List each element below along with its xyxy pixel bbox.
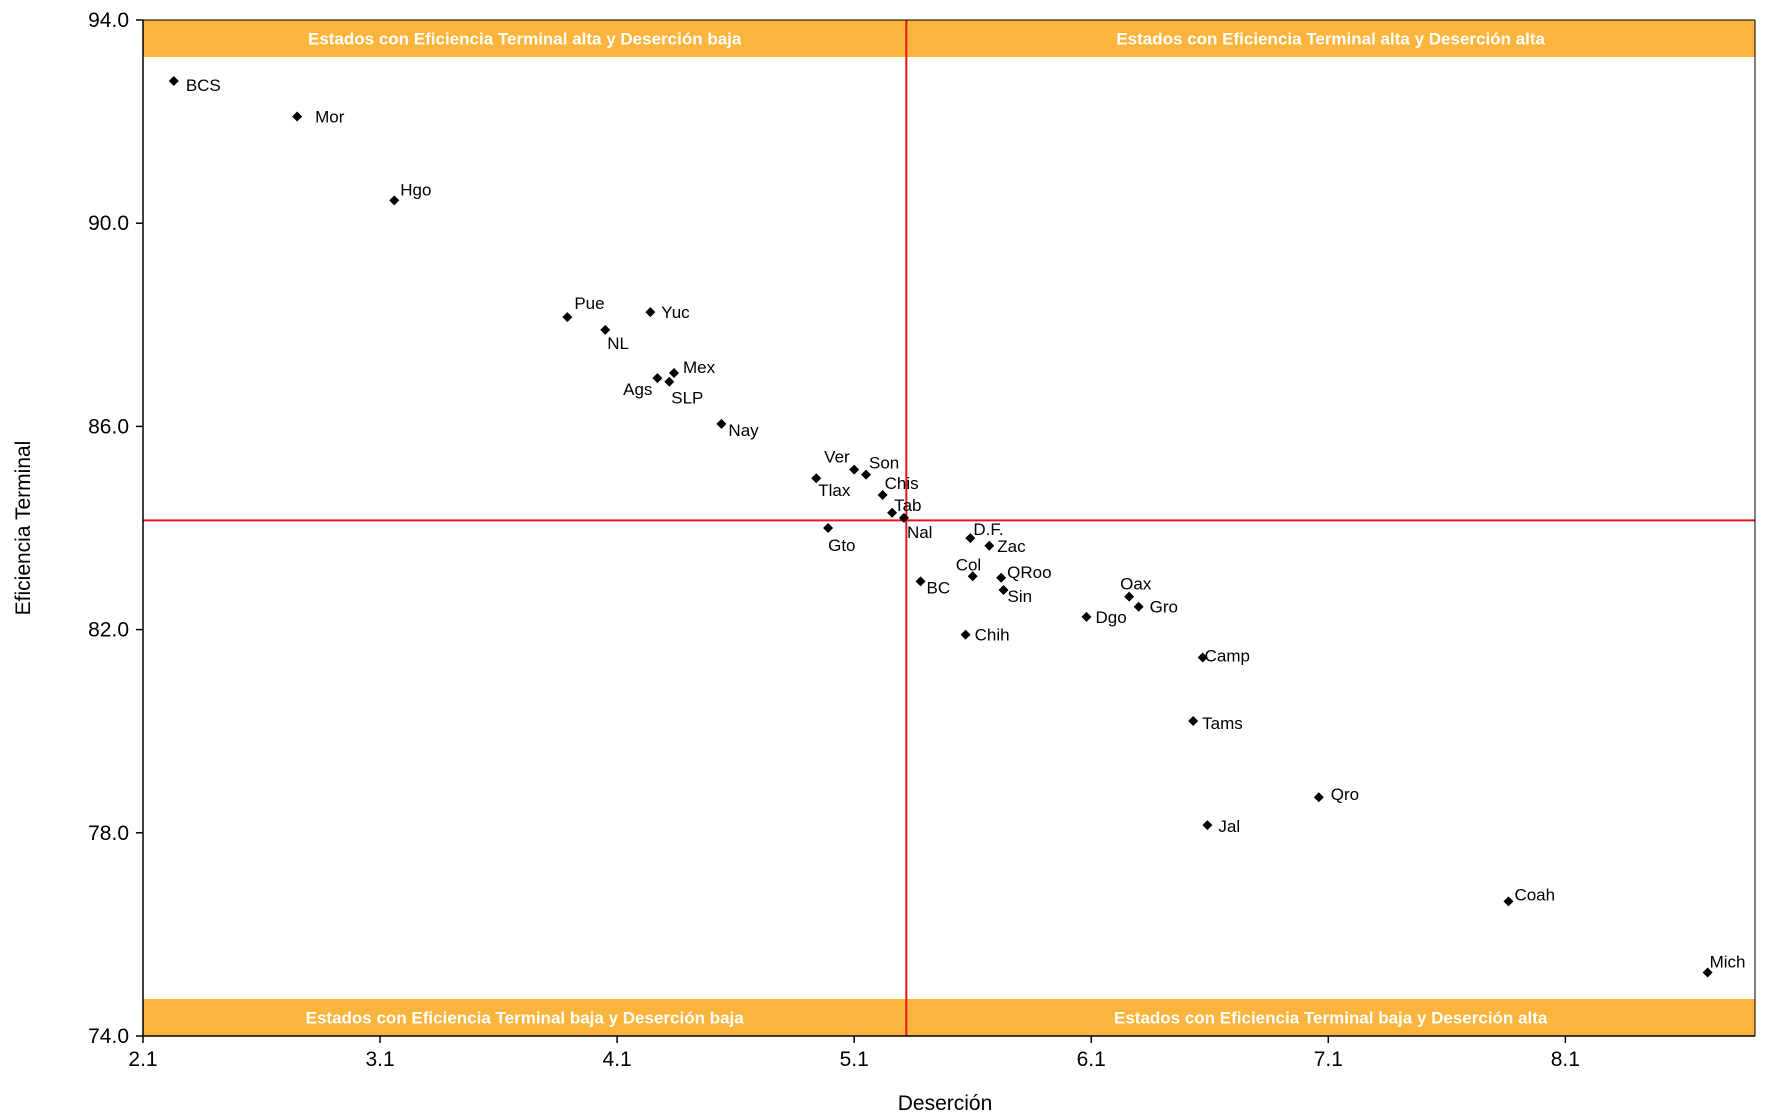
x-axis-title: Deserción [898,1092,993,1115]
quadrant-banner-top-left [143,20,907,57]
data-label-yuc: Yuc [661,303,690,322]
data-point-pue [562,312,573,323]
data-label-chis: Chis [885,474,919,493]
data-label-ags: Ags [623,380,652,399]
y-tick-label: 86.0 [88,415,129,438]
data-label-zac: Zac [997,537,1026,556]
quadrant-label-bottom-left: Estados con Eficiencia Terminal baja y D… [306,1009,745,1028]
data-label-nal: Nal [907,523,933,542]
x-tick-label: 2.1 [128,1048,157,1071]
data-point-col [967,571,978,582]
data-point-mor [292,111,303,122]
data-label-jal: Jal [1218,817,1240,836]
y-tick-label: 78.0 [88,822,129,845]
y-axis-title: Eficiencia Terminal [12,441,35,616]
data-label-df: D.F. [973,520,1003,539]
data-point-tams [1188,716,1199,727]
data-point-nl [600,324,611,335]
data-point-yuc [645,307,656,318]
data-label-camp: Camp [1205,647,1250,666]
data-point-camp [1197,652,1208,663]
data-label-tams: Tams [1202,714,1243,733]
data-point-nal [898,512,909,523]
data-label-mor: Mor [315,108,345,127]
data-label-qroo: QRoo [1007,563,1051,582]
quadrant-label-top-right: Estados con Eficiencia Terminal alta y D… [1116,30,1545,49]
data-label-tlax: Tlax [818,481,851,500]
quadrant-banner-bottom-left [143,999,907,1036]
data-point-chih [960,629,971,640]
y-tick-label: 74.0 [88,1025,129,1048]
axes: 2.1 3.1 4.1 5.1 6.1 7.1 8.1 94.0 90.0 86.0 82.0 78.… [88,9,1756,1071]
data-point-ags [652,373,663,384]
data-label-gto: Gto [828,536,855,555]
data-point-coah [1503,896,1514,907]
data-point-mich [1702,967,1713,978]
quadrant-label-top-left: Estados con Eficiencia Terminal alta y D… [308,30,742,49]
data-label-gro: Gro [1150,598,1178,617]
y-tick-label: 94.0 [88,9,129,32]
data-point-hgo [389,195,400,206]
data-point-jal [1202,820,1213,831]
quadrant-banner-top-right [906,20,1755,57]
data-point-mex [669,368,680,379]
data-point-son [861,469,872,480]
reference-lines [143,20,1755,1036]
data-label-dgo: Dgo [1095,608,1126,627]
data-label-bc: BC [927,578,951,597]
y-tick-label: 82.0 [88,619,129,642]
quadrant-banner-bottom-right [906,999,1755,1036]
data-label-hgo: Hgo [400,180,431,199]
data-label-slp: SLP [671,389,703,408]
data-label-mich: Mich [1710,953,1746,972]
data-point-slp [664,376,675,387]
data-point-qro [1313,792,1324,803]
data-point-sin [998,584,1009,595]
data-label-col: Col [956,555,982,574]
x-tick-label: 6.1 [1077,1048,1106,1071]
data-label-coah: Coah [1514,885,1555,904]
data-point-tlax [811,473,822,484]
data-label-nl: NL [607,334,629,353]
data-point-df [965,533,976,544]
data-label-bcs: BCS [186,76,221,95]
y-tick-label: 90.0 [88,212,129,235]
data-label-pue: Pue [574,294,604,313]
x-tick-label: 4.1 [603,1048,632,1071]
data-point-ver [849,464,860,475]
x-tick-label: 8.1 [1551,1048,1580,1071]
data-point-dgo [1081,611,1092,622]
data-label-tab: Tab [894,496,921,515]
data-label-sin: Sin [1008,587,1033,606]
data-point-gro [1133,601,1144,612]
data-point-tab [887,507,898,518]
data-label-son: Son [869,454,899,473]
x-tick-label: 5.1 [840,1048,869,1071]
quadrant-label-bottom-right: Estados con Eficiencia Terminal baja y D… [1114,1009,1548,1028]
data-point-bcs [168,75,179,86]
data-label-nay: Nay [728,421,759,440]
data-label-chih: Chih [975,626,1010,645]
data-point-chis [877,489,888,500]
x-tick-label: 7.1 [1314,1048,1343,1071]
data-point-qroo [996,572,1007,583]
data-point-oax [1124,591,1135,602]
data-label-qro: Qro [1331,785,1359,804]
data-point-zac [984,540,995,551]
data-label-mex: Mex [683,358,716,377]
plot-background [143,20,1755,1036]
data-point-nay [716,418,727,429]
data-label-oax: Oax [1120,575,1152,594]
data-point-gto [823,523,834,533]
data-point-bc [915,576,926,587]
data-label-ver: Ver [824,448,850,467]
x-tick-label: 3.1 [365,1048,394,1071]
quadrant-banners: Estados con Eficiencia Terminal alta y D… [143,20,1755,1036]
